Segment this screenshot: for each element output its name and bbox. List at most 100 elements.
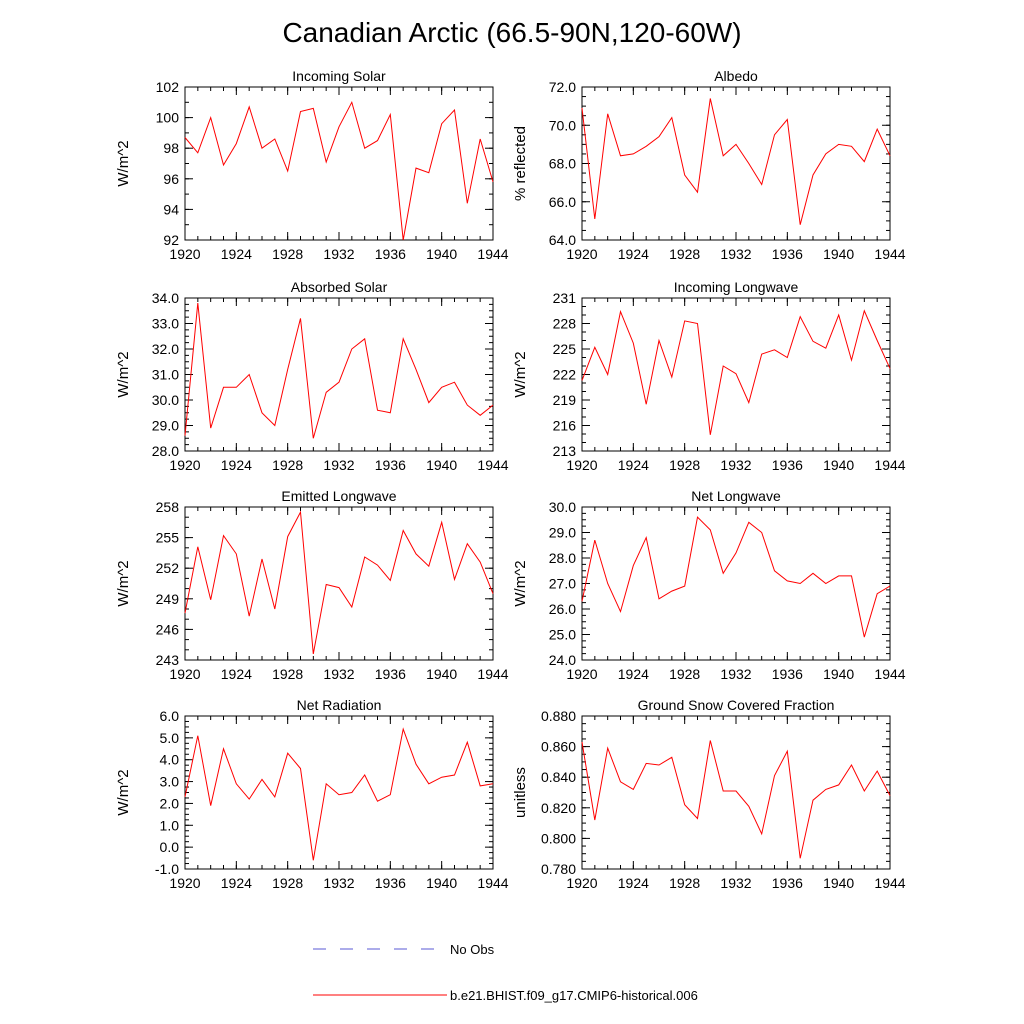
- chart-panel: Absorbed Solar W/m^2 1920 1924 1928 1932 1936 1…: [115, 279, 509, 473]
- x-tick-label: 1924: [221, 875, 252, 891]
- plot-frame: [184, 506, 494, 661]
- x-tick-label: 1928: [272, 666, 303, 682]
- x-tick-label: 1940: [426, 246, 457, 262]
- x-tick-label: 1936: [375, 875, 406, 891]
- x-tick-label: 1940: [426, 666, 457, 682]
- y-tick-label: 0.780: [541, 861, 576, 877]
- y-tick-label: 29.0: [549, 525, 576, 541]
- y-tick-label: 258: [156, 499, 180, 515]
- x-tick-label: 1936: [772, 666, 803, 682]
- x-tick-label: 1920: [169, 875, 200, 891]
- y-tick-label: 228: [553, 316, 577, 332]
- x-tick-label: 1920: [169, 457, 200, 473]
- series-line: [581, 740, 891, 859]
- y-tick-label: 102: [156, 79, 180, 95]
- y-tick-label: 5.0: [160, 730, 180, 746]
- plot-frame: [184, 297, 494, 452]
- x-tick-label: 1928: [272, 875, 303, 891]
- x-tick-label: 1932: [720, 875, 751, 891]
- x-tick-label: 1924: [618, 875, 649, 891]
- y-tick-label: 94: [163, 201, 179, 217]
- y-tick-label: 246: [156, 621, 180, 637]
- panel-title: Albedo: [714, 68, 758, 84]
- x-tick-label: 1924: [221, 666, 252, 682]
- x-tick-label: 1932: [720, 457, 751, 473]
- x-tick-label: 1936: [772, 875, 803, 891]
- x-tick-label: 1940: [426, 457, 457, 473]
- y-tick-label: 231: [553, 290, 577, 306]
- y-tick-label: -1.0: [155, 861, 179, 877]
- chart-panel: Net Longwave W/m^2 1920 1924 1928 1932 1936 194…: [512, 488, 906, 682]
- x-tick-label: 1944: [874, 246, 905, 262]
- y-tick-label: 219: [553, 392, 577, 408]
- x-tick-label: 1924: [618, 666, 649, 682]
- y-axis-label: % reflected: [512, 126, 529, 201]
- x-tick-label: 1936: [375, 666, 406, 682]
- x-tick-label: 1936: [375, 246, 406, 262]
- y-tick-label: 66.0: [549, 194, 576, 210]
- x-tick-label: 1924: [221, 246, 252, 262]
- y-tick-label: 213: [553, 443, 577, 459]
- x-tick-label: 1928: [669, 666, 700, 682]
- panel-title: Emitted Longwave: [281, 488, 396, 504]
- series-line: [581, 309, 891, 435]
- y-tick-label: 24.0: [549, 652, 576, 668]
- y-tick-label: 0.880: [541, 708, 576, 724]
- plot-frame: [184, 86, 494, 241]
- chart-panel: Incoming Solar W/m^2 1920 1924 1928 1932 1936 1…: [115, 68, 509, 262]
- y-tick-label: 100: [156, 110, 180, 126]
- y-tick-label: 25.0: [549, 627, 576, 643]
- y-tick-label: 4.0: [160, 752, 180, 768]
- y-tick-label: 70.0: [549, 117, 576, 133]
- y-tick-label: 27.0: [549, 576, 576, 592]
- x-tick-label: 1940: [823, 666, 854, 682]
- y-tick-label: 28.0: [152, 443, 179, 459]
- y-tick-label: 31.0: [152, 367, 179, 383]
- y-tick-label: 28.0: [549, 550, 576, 566]
- x-tick-label: 1932: [323, 666, 354, 682]
- y-tick-label: 72.0: [549, 79, 576, 95]
- plot-frame: [184, 715, 494, 870]
- panel-title: Absorbed Solar: [291, 279, 388, 295]
- y-tick-label: 255: [156, 530, 180, 546]
- chart-panel: Albedo % reflected 1920 1924 1928 1932 1936 194…: [512, 68, 906, 262]
- x-tick-label: 1944: [477, 666, 508, 682]
- x-tick-label: 1944: [477, 875, 508, 891]
- series-line: [581, 516, 891, 638]
- y-tick-label: 34.0: [152, 290, 179, 306]
- y-axis-label: W/m^2: [115, 140, 132, 186]
- y-axis-label: W/m^2: [512, 351, 529, 397]
- x-tick-label: 1932: [323, 246, 354, 262]
- y-tick-label: 222: [553, 367, 577, 383]
- x-tick-label: 1924: [618, 246, 649, 262]
- x-tick-label: 1928: [669, 246, 700, 262]
- y-tick-label: 26.0: [549, 601, 576, 617]
- y-tick-label: 249: [156, 591, 180, 607]
- x-tick-label: 1920: [566, 246, 597, 262]
- x-tick-label: 1928: [669, 457, 700, 473]
- y-tick-label: 243: [156, 652, 180, 668]
- y-tick-label: 0.0: [160, 839, 180, 855]
- y-tick-label: 30.0: [549, 499, 576, 515]
- x-tick-label: 1932: [323, 457, 354, 473]
- y-tick-label: 1.0: [160, 817, 180, 833]
- x-tick-label: 1940: [426, 875, 457, 891]
- x-tick-label: 1928: [272, 246, 303, 262]
- x-tick-label: 1944: [477, 246, 508, 262]
- x-tick-label: 1920: [169, 246, 200, 262]
- legend: No Obs b.e21.BHIST.f09_g17.CMIP6-histori…: [313, 942, 698, 1003]
- x-tick-label: 1936: [772, 457, 803, 473]
- plots: Incoming Solar W/m^2 1920 1924 1928 1932 1936 1…: [115, 68, 906, 891]
- y-tick-label: 3.0: [160, 774, 180, 790]
- y-tick-label: 2.0: [160, 795, 180, 811]
- x-tick-label: 1940: [823, 457, 854, 473]
- y-tick-label: 96: [163, 171, 179, 187]
- figure-title: Canadian Arctic (66.5-90N,120-60W): [282, 17, 741, 48]
- y-tick-label: 33.0: [152, 316, 179, 332]
- y-tick-label: 252: [156, 560, 180, 576]
- y-tick-label: 64.0: [549, 232, 576, 248]
- y-tick-label: 29.0: [152, 418, 179, 434]
- x-tick-label: 1944: [874, 875, 905, 891]
- chart-panel: Emitted Longwave W/m^2 1920 1924 1928 1932 193…: [115, 488, 509, 682]
